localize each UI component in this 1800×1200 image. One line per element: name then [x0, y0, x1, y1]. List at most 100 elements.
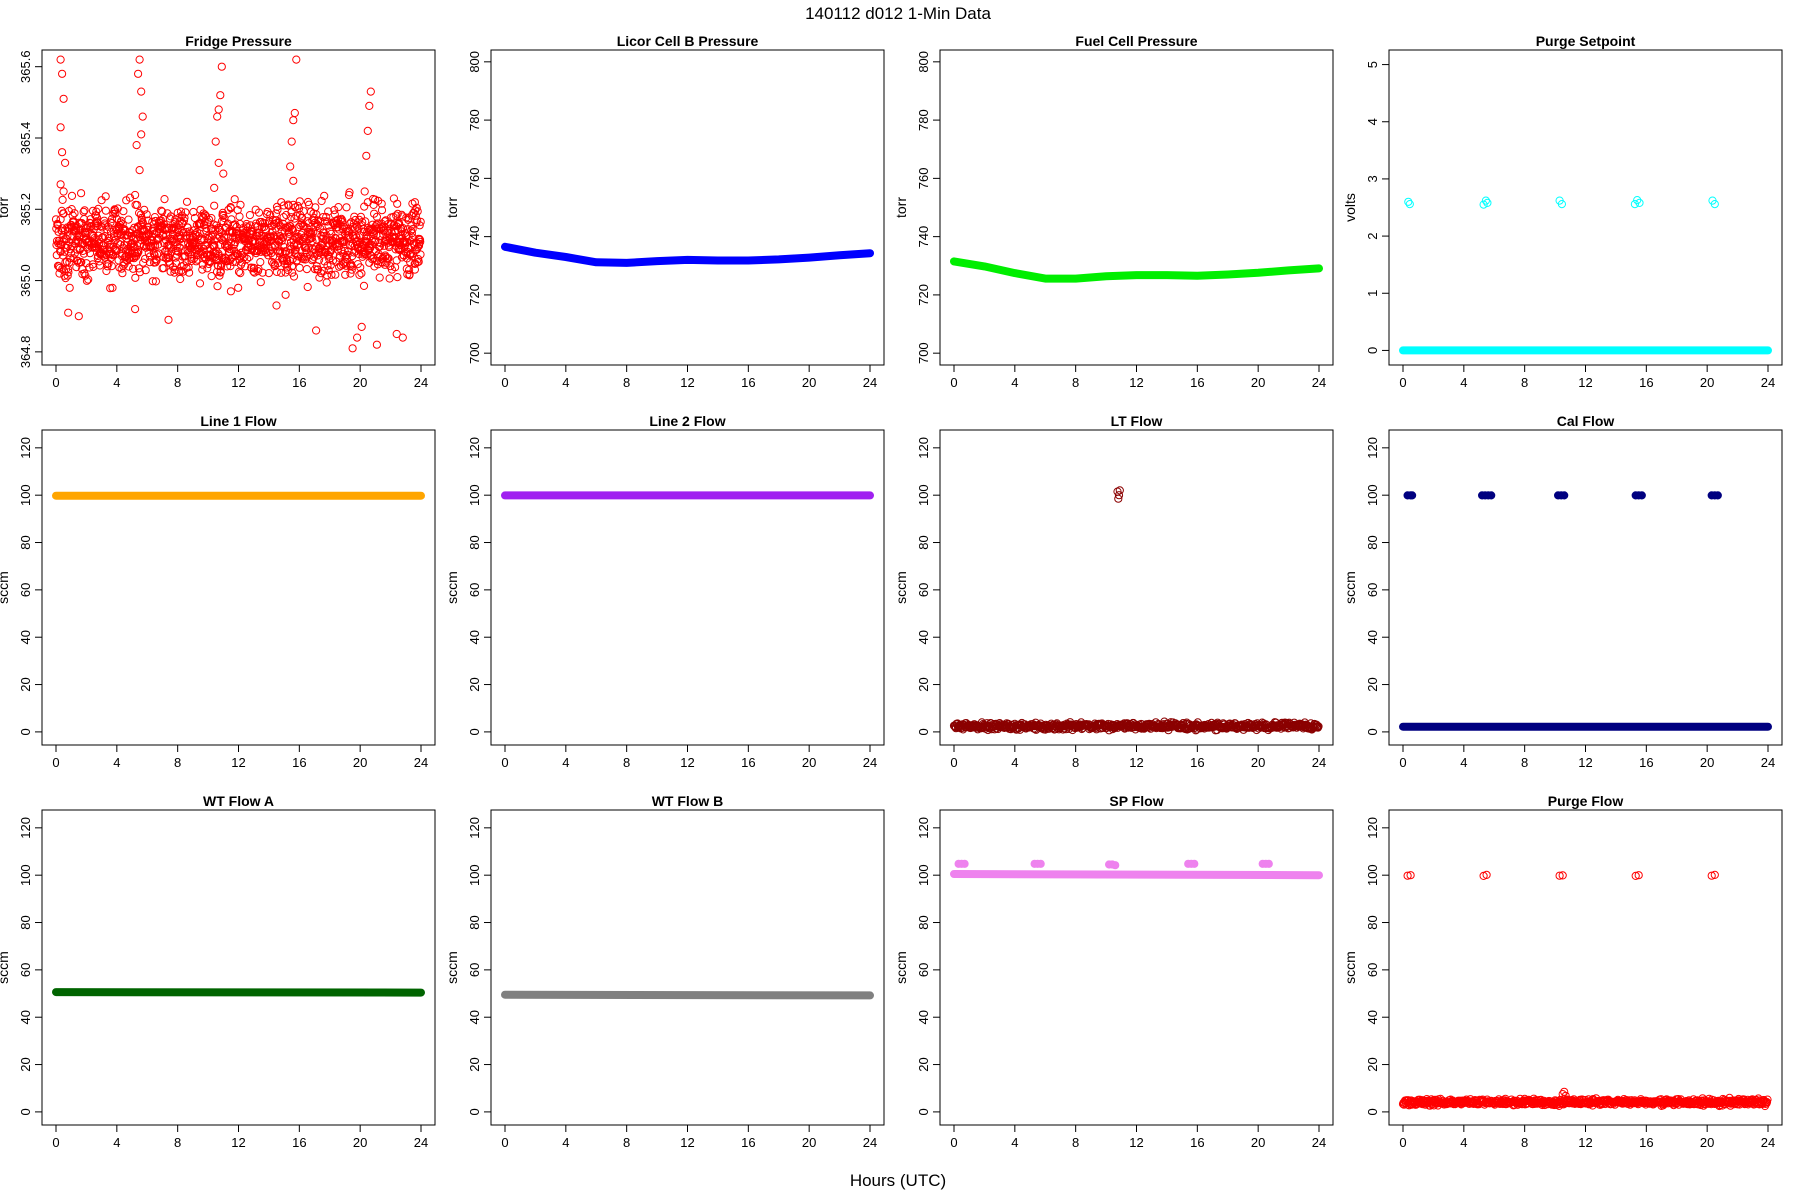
x-tick-label: 16: [1190, 755, 1204, 770]
data-point: [134, 69, 143, 78]
data-point: [380, 260, 390, 269]
y-tick-label: 365.0: [18, 264, 33, 297]
data-point: [1314, 722, 1323, 731]
data-point: [64, 268, 73, 277]
data-point: [179, 216, 189, 225]
data-point: [210, 201, 219, 210]
data-point: [412, 203, 421, 212]
data-point: [397, 210, 406, 219]
data-point: [202, 226, 211, 235]
data-point: [92, 207, 101, 216]
y-tick-label: 100: [467, 864, 482, 886]
series-trace: [501, 990, 874, 1000]
data-point: [1406, 871, 1415, 880]
data-points: [51, 55, 425, 353]
y-tick-label: 60: [1365, 963, 1380, 977]
data-point: [288, 268, 297, 277]
x-tick-label: 24: [1312, 1135, 1326, 1150]
data-point: [348, 262, 357, 271]
data-point: [342, 203, 351, 212]
x-tick-label: 12: [231, 755, 245, 770]
data-point: [393, 209, 402, 218]
data-point: [413, 207, 422, 216]
y-tick-label: 80: [467, 915, 482, 929]
data-point: [303, 282, 312, 292]
data-point: [134, 247, 143, 257]
x-tick-label: 0: [501, 1135, 508, 1150]
data-point: [1560, 491, 1569, 500]
data-point: [363, 126, 372, 135]
data-point: [84, 275, 93, 284]
x-tick-label: 20: [1700, 755, 1714, 770]
x-tick-label: 8: [1521, 1135, 1528, 1150]
x-tick-label: 20: [1700, 375, 1714, 390]
data-point: [272, 267, 281, 276]
data-point: [169, 230, 178, 239]
data-point: [93, 213, 102, 222]
data-point: [179, 238, 188, 247]
data-point: [124, 215, 133, 224]
x-tick-label: 24: [1761, 755, 1775, 770]
x-tick-label: 8: [174, 1135, 181, 1150]
data-point: [181, 234, 190, 243]
data-point: [312, 210, 321, 219]
data-point: [302, 265, 311, 274]
data-point: [88, 206, 98, 215]
x-tick-label: 8: [1072, 375, 1079, 390]
data-point: [372, 212, 381, 221]
data-point: [377, 206, 387, 215]
data-point: [56, 55, 65, 64]
data-point: [256, 258, 265, 267]
data-point: [398, 333, 407, 342]
data-point: [286, 162, 295, 171]
data-point: [1561, 1091, 1570, 1100]
y-tick-label: 20: [18, 677, 33, 691]
y-tick-label: 80: [916, 915, 931, 929]
data-point: [1115, 486, 1124, 495]
x-tick-label: 8: [623, 375, 630, 390]
y-tick-label: 120: [916, 437, 931, 459]
data-point: [213, 282, 222, 291]
y-tick-label: 720: [467, 284, 482, 306]
x-tick-label: 16: [741, 375, 755, 390]
x-tick-label: 16: [292, 755, 306, 770]
panel-line-1-flow: Line 1 Flow sccm 0 4 8 12 16 20 24 0 20 40 60 80 100 12…: [0, 413, 436, 770]
data-point: [230, 195, 239, 204]
data-point: [1483, 198, 1492, 207]
y-tick-label: 100: [916, 864, 931, 886]
y-tick-label: 760: [467, 168, 482, 190]
data-point: [101, 206, 111, 215]
data-point: [1707, 871, 1716, 880]
y-tick-label: 80: [916, 535, 931, 549]
x-tick-label: 24: [414, 1135, 428, 1150]
y-tick-label: 100: [467, 484, 482, 506]
data-point: [384, 254, 393, 263]
y-axis-label: torr: [893, 197, 909, 218]
y-tick-label: 80: [18, 915, 33, 929]
x-tick-label: 4: [1011, 755, 1018, 770]
y-tick-label: 120: [1365, 817, 1380, 839]
x-tick-label: 0: [950, 1135, 957, 1150]
panel-title: LT Flow: [1111, 413, 1163, 429]
y-tick-label: 0: [18, 728, 33, 735]
y-axis-label: sccm: [444, 571, 460, 604]
y-tick-label: 120: [18, 437, 33, 459]
data-point: [325, 227, 334, 236]
data-point: [200, 210, 210, 219]
data-point: [56, 180, 65, 189]
data-point: [51, 215, 61, 224]
x-tick-label: 20: [353, 1135, 367, 1150]
data-point: [1637, 491, 1646, 500]
data-point: [331, 270, 340, 279]
y-tick-label: 4: [1365, 118, 1380, 125]
x-tick-label: 4: [562, 1135, 569, 1150]
data-point: [107, 262, 116, 271]
data-point: [72, 263, 81, 272]
data-point: [960, 859, 969, 868]
y-tick-label: 60: [1365, 583, 1380, 597]
data-point: [375, 273, 384, 282]
data-point: [1264, 859, 1273, 868]
data-point: [290, 241, 299, 250]
